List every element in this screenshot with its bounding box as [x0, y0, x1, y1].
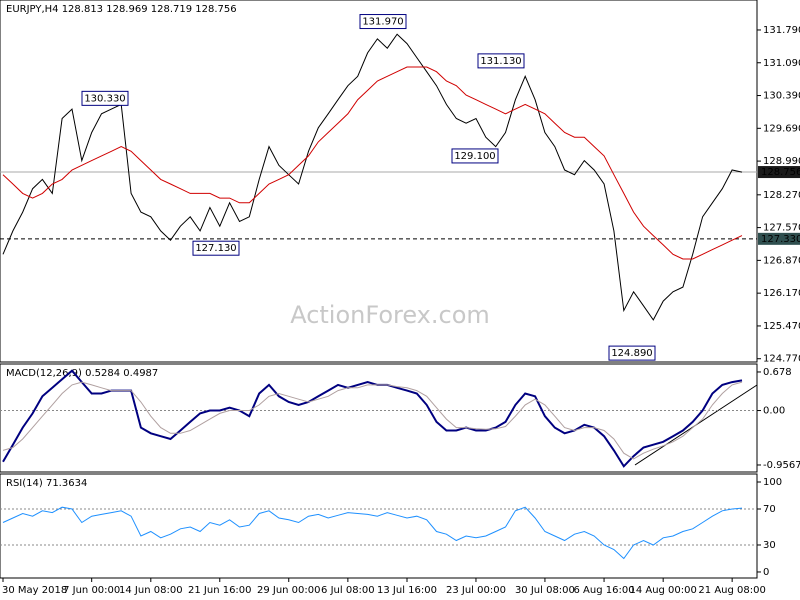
- annotation-box: [608, 345, 656, 361]
- level-label: 127.330: [761, 234, 800, 245]
- y-tick-label: 70: [763, 504, 776, 515]
- watermark: ActionForex.com: [290, 301, 490, 329]
- last-price-label: 128.756: [761, 167, 800, 178]
- y-tick-label: 0.678: [763, 367, 792, 378]
- level-box: [758, 232, 800, 245]
- x-tick-label: 30 Jul 08:00: [515, 585, 575, 596]
- y-tick-label: 30: [763, 540, 776, 551]
- y-tick-label: 126.170: [763, 288, 800, 299]
- x-tick-label: 6 Aug 16:00: [574, 585, 635, 596]
- series-line: [2, 381, 743, 460]
- annotation-label: 124.890: [611, 348, 652, 359]
- y-tick-label: 127.570: [763, 223, 800, 234]
- annotation-box: [451, 148, 499, 164]
- y-tick-label: 100: [763, 477, 782, 488]
- price-panel: [0, 0, 758, 363]
- panel-title: EURJPY,H4 128.813 128.969 128.719 128.75…: [6, 4, 237, 15]
- y-tick-label: 124.770: [763, 354, 800, 365]
- y-tick-label: 128.990: [763, 156, 800, 167]
- y-tick-label: 125.470: [763, 321, 800, 332]
- macd-panel: [0, 363, 758, 473]
- annotation-label: 130.330: [84, 93, 125, 104]
- x-tick-label: 30 May 2018: [2, 585, 67, 596]
- x-tick-label: 13 Jul 16:00: [377, 585, 437, 596]
- series-line: [2, 33, 743, 321]
- annotation-label: 127.130: [195, 243, 236, 254]
- x-tick-label: 21 Jun 16:00: [188, 585, 252, 596]
- x-tick-label: 23 Jul 00:00: [446, 585, 506, 596]
- annotation-label: 131.970: [362, 17, 403, 28]
- y-tick-label: 0.00: [763, 406, 785, 417]
- series-line: [2, 66, 743, 260]
- series-line: [2, 506, 743, 560]
- panel-title: MACD(12,26,9) 0.5284 0.4987: [6, 368, 158, 379]
- last-price-box: [758, 166, 800, 179]
- panel-title: RSI(14) 71.3634: [6, 478, 87, 489]
- y-tick-label: 130.390: [763, 91, 800, 102]
- y-tick-label: 0: [763, 567, 769, 578]
- y-tick-label: 128.270: [763, 190, 800, 201]
- annotation-box: [192, 240, 240, 256]
- y-tick-label: 126.870: [763, 255, 800, 266]
- annotation-box: [359, 14, 407, 30]
- x-tick-label: 21 Aug 08:00: [698, 585, 765, 596]
- rsi-panel: [0, 473, 758, 579]
- annotation-box: [477, 53, 525, 69]
- x-tick-label: 14 Aug 00:00: [629, 585, 696, 596]
- annotation-box: [81, 90, 129, 106]
- x-tick-label: 29 Jun 00:00: [257, 585, 321, 596]
- y-tick-label: -0.9567: [763, 460, 800, 471]
- annotation-label: 131.130: [480, 56, 521, 67]
- y-tick-label: 129.690: [763, 123, 800, 134]
- y-tick-label: 131.790: [763, 25, 800, 36]
- x-tick-label: 6 Jul 08:00: [321, 585, 375, 596]
- x-tick-label: 7 Jun 00:00: [63, 585, 120, 596]
- y-tick-label: 131.090: [763, 58, 800, 69]
- x-tick-label: 14 Jun 08:00: [119, 585, 183, 596]
- annotation-label: 129.100: [454, 151, 495, 162]
